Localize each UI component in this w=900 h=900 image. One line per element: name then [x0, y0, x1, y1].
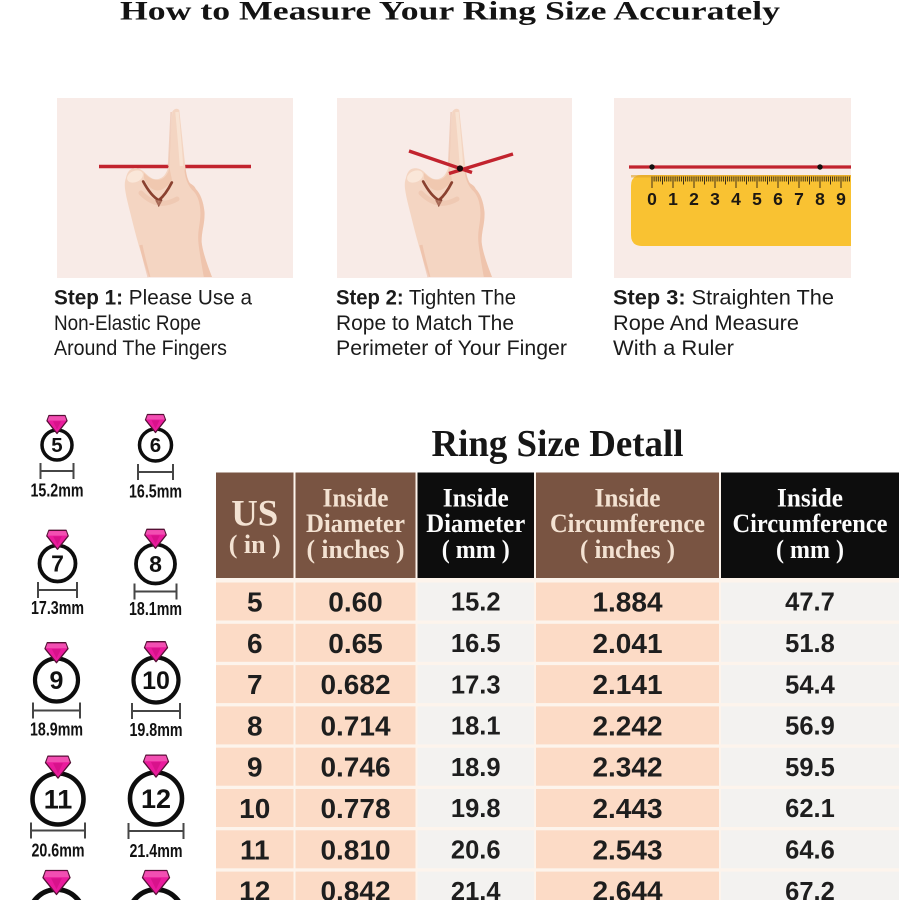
svg-text:Around The Fingers: Around The Fingers	[54, 336, 227, 360]
svg-text:Step 3: Straighten The: Step 3: Straighten The	[613, 286, 834, 310]
svg-text:5: 5	[247, 587, 263, 618]
svg-text:2.141: 2.141	[592, 669, 662, 700]
svg-text:( inches ): ( inches )	[307, 535, 405, 564]
svg-text:0.810: 0.810	[320, 834, 390, 865]
svg-text:6: 6	[773, 189, 783, 209]
svg-text:21.4: 21.4	[451, 878, 501, 900]
svg-text:7: 7	[794, 189, 804, 209]
svg-text:21.4mm: 21.4mm	[130, 840, 183, 861]
svg-text:62.1: 62.1	[785, 795, 835, 823]
svg-text:9: 9	[836, 189, 846, 209]
svg-text:Rope And Measure: Rope And Measure	[613, 311, 799, 335]
svg-text:11: 11	[44, 785, 73, 815]
svg-text:0.60: 0.60	[328, 587, 383, 618]
svg-text:1: 1	[668, 189, 678, 209]
svg-text:16.5mm: 16.5mm	[129, 481, 182, 502]
svg-text:0.714: 0.714	[320, 710, 390, 741]
svg-text:0.778: 0.778	[320, 793, 390, 824]
svg-text:17.3: 17.3	[451, 671, 501, 699]
svg-text:2.342: 2.342	[592, 752, 662, 783]
svg-text:56.9: 56.9	[785, 713, 835, 741]
svg-text:3: 3	[710, 189, 720, 209]
svg-text:16.5: 16.5	[451, 630, 501, 658]
svg-text:64.6: 64.6	[785, 837, 835, 865]
svg-text:8: 8	[149, 551, 162, 577]
svg-text:5: 5	[752, 189, 762, 209]
svg-text:18.1mm: 18.1mm	[129, 598, 182, 619]
svg-text:With a Ruler: With a Ruler	[613, 336, 734, 360]
svg-text:Circumference: Circumference	[733, 509, 888, 538]
svg-text:15.2: 15.2	[451, 589, 501, 617]
svg-text:Ring Size Detall: Ring Size Detall	[432, 423, 684, 465]
svg-text:54.4: 54.4	[785, 671, 835, 699]
svg-text:20.6mm: 20.6mm	[32, 840, 85, 861]
svg-text:2.443: 2.443	[592, 793, 662, 824]
svg-text:0.746: 0.746	[320, 752, 390, 783]
svg-text:18.9: 18.9	[451, 754, 501, 782]
svg-text:19.8: 19.8	[451, 795, 501, 823]
svg-text:How to Measure Your Ring Size: How to Measure Your Ring Size Accurately	[120, 0, 780, 26]
svg-text:51.8: 51.8	[785, 630, 835, 658]
svg-text:2.644: 2.644	[592, 876, 662, 900]
svg-text:( in ): ( in )	[229, 530, 281, 559]
svg-text:( inches ): ( inches )	[580, 535, 675, 564]
svg-text:10: 10	[239, 793, 270, 824]
svg-text:2.041: 2.041	[592, 628, 662, 659]
svg-text:Rope to Match The: Rope to Match The	[336, 311, 514, 335]
svg-text:6: 6	[150, 434, 161, 457]
svg-text:US: US	[231, 493, 278, 534]
svg-text:2.543: 2.543	[592, 834, 662, 865]
svg-text:7: 7	[51, 551, 64, 577]
svg-text:0.682: 0.682	[320, 669, 390, 700]
svg-text:18.9mm: 18.9mm	[30, 719, 83, 740]
svg-text:12: 12	[239, 876, 270, 900]
svg-text:6: 6	[247, 628, 263, 659]
svg-text:8: 8	[815, 189, 825, 209]
svg-text:Diameter: Diameter	[426, 509, 525, 538]
svg-text:2.242: 2.242	[592, 710, 662, 741]
svg-text:Circumference: Circumference	[550, 509, 705, 538]
svg-text:15.2mm: 15.2mm	[31, 480, 84, 501]
svg-text:10: 10	[142, 667, 170, 695]
svg-text:Inside: Inside	[595, 484, 661, 513]
svg-text:9: 9	[50, 667, 64, 695]
svg-text:Inside: Inside	[443, 484, 509, 513]
svg-text:59.5: 59.5	[785, 754, 835, 782]
svg-text:5: 5	[51, 434, 62, 457]
svg-text:9: 9	[247, 752, 263, 783]
svg-text:4: 4	[731, 189, 741, 209]
svg-text:67.2: 67.2	[785, 878, 835, 900]
svg-text:12: 12	[141, 784, 171, 814]
svg-text:Step 1: Please Use a: Step 1: Please Use a	[54, 286, 252, 310]
svg-text:0.842: 0.842	[320, 876, 390, 900]
svg-text:Perimeter of Your Finger: Perimeter of Your Finger	[336, 336, 567, 360]
svg-text:19.8mm: 19.8mm	[130, 719, 183, 740]
svg-text:0: 0	[647, 189, 657, 209]
svg-text:0.65: 0.65	[328, 628, 383, 659]
svg-text:17.3mm: 17.3mm	[31, 597, 84, 618]
svg-text:20.6: 20.6	[451, 837, 501, 865]
svg-text:Diameter: Diameter	[306, 509, 405, 538]
svg-text:8: 8	[247, 710, 263, 741]
svg-text:7: 7	[247, 669, 263, 700]
svg-text:2: 2	[689, 189, 699, 209]
svg-text:18.1: 18.1	[451, 713, 501, 741]
svg-text:Inside: Inside	[777, 484, 843, 513]
svg-text:Step 2: Tighten The: Step 2: Tighten The	[336, 286, 516, 310]
svg-text:( mm ): ( mm )	[776, 535, 844, 564]
svg-text:Non-Elastic Rope: Non-Elastic Rope	[54, 311, 201, 335]
svg-text:1.884: 1.884	[592, 587, 662, 618]
svg-text:Inside: Inside	[323, 484, 389, 513]
svg-text:( mm ): ( mm )	[442, 535, 510, 564]
svg-text:11: 11	[240, 834, 270, 865]
svg-text:47.7: 47.7	[785, 589, 835, 617]
